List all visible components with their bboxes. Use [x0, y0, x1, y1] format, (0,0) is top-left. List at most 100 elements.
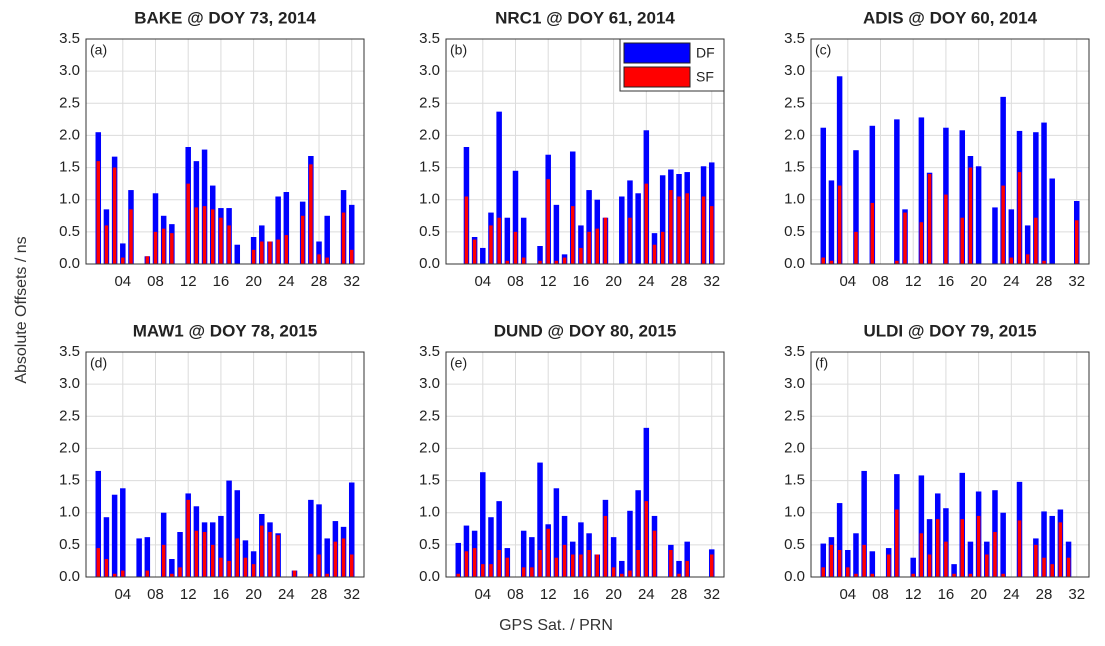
- bar: [1024, 225, 1031, 264]
- bar: [186, 183, 190, 264]
- y-tick-label: 3.0: [784, 375, 805, 392]
- bar: [1034, 544, 1038, 577]
- bar: [562, 544, 567, 577]
- bar: [685, 560, 689, 577]
- y-tick-label: 1.0: [59, 504, 80, 521]
- legend-label: SF: [696, 69, 714, 85]
- y-tick-label: 1.5: [59, 472, 80, 489]
- axes-box: [445, 38, 725, 265]
- bar: [578, 225, 584, 264]
- legend-swatch: [623, 66, 691, 88]
- bar: [521, 567, 526, 577]
- bar: [121, 570, 125, 577]
- bar: [324, 215, 330, 264]
- bar: [464, 551, 469, 577]
- bar: [836, 76, 843, 265]
- y-tick-label: 3.0: [419, 375, 440, 392]
- y-tick-label: 2.0: [784, 126, 805, 143]
- bar: [121, 257, 125, 264]
- bar: [677, 196, 681, 264]
- bar: [820, 127, 827, 264]
- y-tick-label: 0.5: [59, 223, 80, 240]
- x-tick-label: 16: [573, 586, 590, 603]
- bar: [129, 209, 133, 264]
- bar: [579, 554, 583, 577]
- bar: [210, 209, 215, 264]
- bar: [595, 554, 600, 577]
- bar: [1042, 260, 1046, 264]
- bar: [992, 207, 998, 264]
- bar: [276, 535, 280, 577]
- y-tick-label: 3.5: [784, 343, 805, 360]
- bar: [846, 567, 850, 577]
- x-tick-label: 04: [114, 586, 131, 603]
- y-tick-label: 3.5: [419, 30, 440, 47]
- bar: [644, 183, 649, 264]
- bar: [837, 550, 842, 577]
- bar: [910, 557, 916, 577]
- bar: [219, 217, 223, 264]
- bar: [308, 499, 314, 577]
- y-tick-label: 2.0: [784, 439, 805, 456]
- bar: [853, 533, 859, 577]
- bar: [677, 573, 681, 577]
- bar: [1025, 254, 1030, 264]
- bar: [870, 202, 875, 264]
- y-tick-label: 0.0: [59, 568, 80, 585]
- bar: [903, 212, 907, 264]
- y-tick-label: 3.0: [59, 62, 80, 79]
- bar: [292, 570, 297, 577]
- bar: [226, 480, 232, 577]
- bar: [620, 573, 624, 577]
- bar: [537, 246, 543, 264]
- bar: [837, 185, 842, 264]
- x-tick-label: 28: [671, 273, 688, 290]
- bar: [480, 247, 486, 264]
- panel-label: (d): [90, 355, 107, 371]
- bar: [821, 257, 826, 264]
- x-tick-label: 28: [1036, 586, 1053, 603]
- bar: [610, 537, 617, 577]
- plot-area: [86, 352, 364, 577]
- bar: [260, 241, 264, 264]
- bar: [652, 244, 657, 264]
- bar: [1041, 122, 1047, 264]
- panel-label: (b): [450, 42, 467, 58]
- chart-title: MAW1 @ DOY 78, 2015: [133, 321, 317, 340]
- bar: [488, 517, 494, 577]
- y-tick-label: 2.0: [59, 126, 80, 143]
- bar: [684, 541, 690, 577]
- bar: [472, 548, 477, 577]
- x-tick-label: 20: [245, 273, 262, 290]
- axes-box: [445, 351, 725, 578]
- bar: [627, 510, 633, 577]
- bar: [234, 490, 241, 577]
- y-tick-label: 2.5: [784, 407, 805, 424]
- bar: [95, 470, 102, 577]
- bar: [895, 509, 899, 577]
- bar: [348, 482, 355, 577]
- bar: [659, 175, 666, 264]
- bar: [538, 260, 542, 264]
- bar: [104, 559, 109, 577]
- bar: [112, 167, 117, 264]
- bar: [489, 225, 493, 264]
- y-tick-label: 3.0: [59, 375, 80, 392]
- bar: [111, 494, 118, 577]
- bar: [553, 488, 560, 577]
- y-tick-label: 0.0: [784, 255, 805, 272]
- chart-title: NRC1 @ DOY 61, 2014: [495, 8, 675, 27]
- bar: [455, 542, 462, 577]
- bar: [935, 519, 940, 577]
- panel-label: (a): [90, 42, 107, 58]
- bar: [1017, 172, 1022, 264]
- bar: [619, 560, 625, 577]
- bar: [202, 532, 207, 577]
- bar: [161, 228, 166, 264]
- y-tick-label: 3.5: [419, 343, 440, 360]
- bar: [520, 217, 527, 264]
- x-tick-label: 08: [872, 586, 889, 603]
- legend-label: DF: [696, 45, 715, 61]
- bar: [587, 550, 591, 577]
- bar: [829, 260, 834, 264]
